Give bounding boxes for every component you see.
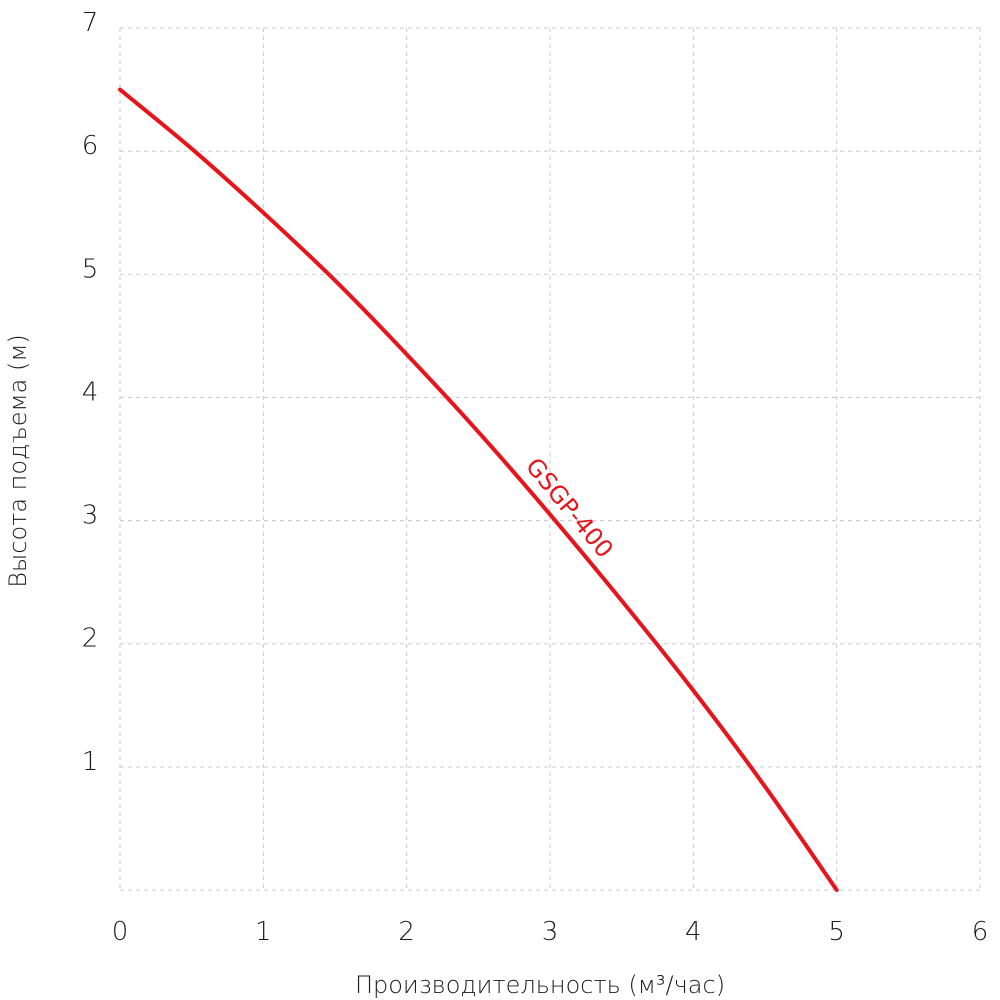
x-tick-label: 1 [255, 917, 272, 947]
y-tick-label: 6 [82, 131, 99, 161]
y-tick-label: 5 [82, 254, 99, 284]
y-tick-label: 3 [82, 501, 99, 531]
x-tick-label: 2 [398, 917, 415, 947]
y-tick-label: 7 [82, 8, 99, 38]
y-axis-title: Высота подъема (м) [4, 334, 32, 588]
annotation-layer: GSGP-400 [520, 452, 619, 563]
y-tick-labels: 1 2 3 4 5 6 7 [82, 8, 99, 777]
x-tick-label: 5 [828, 917, 845, 947]
y-tick-label: 1 [82, 747, 99, 777]
x-tick-label: 0 [112, 917, 129, 947]
x-tick-label: 3 [542, 917, 559, 947]
x-tick-label: 4 [685, 917, 702, 947]
x-tick-labels: 0 1 2 3 4 5 6 [112, 917, 989, 947]
y-tick-label: 4 [82, 377, 99, 407]
series-layer [118, 87, 839, 892]
x-tick-label: 6 [972, 917, 989, 947]
series-label: GSGP-400 [520, 452, 619, 563]
x-axis-title: Производительность (м³/час) [355, 971, 725, 999]
y-tick-label: 2 [82, 624, 99, 654]
grid-lines [119, 27, 981, 891]
series-line-gsgp-400 [118, 87, 839, 892]
